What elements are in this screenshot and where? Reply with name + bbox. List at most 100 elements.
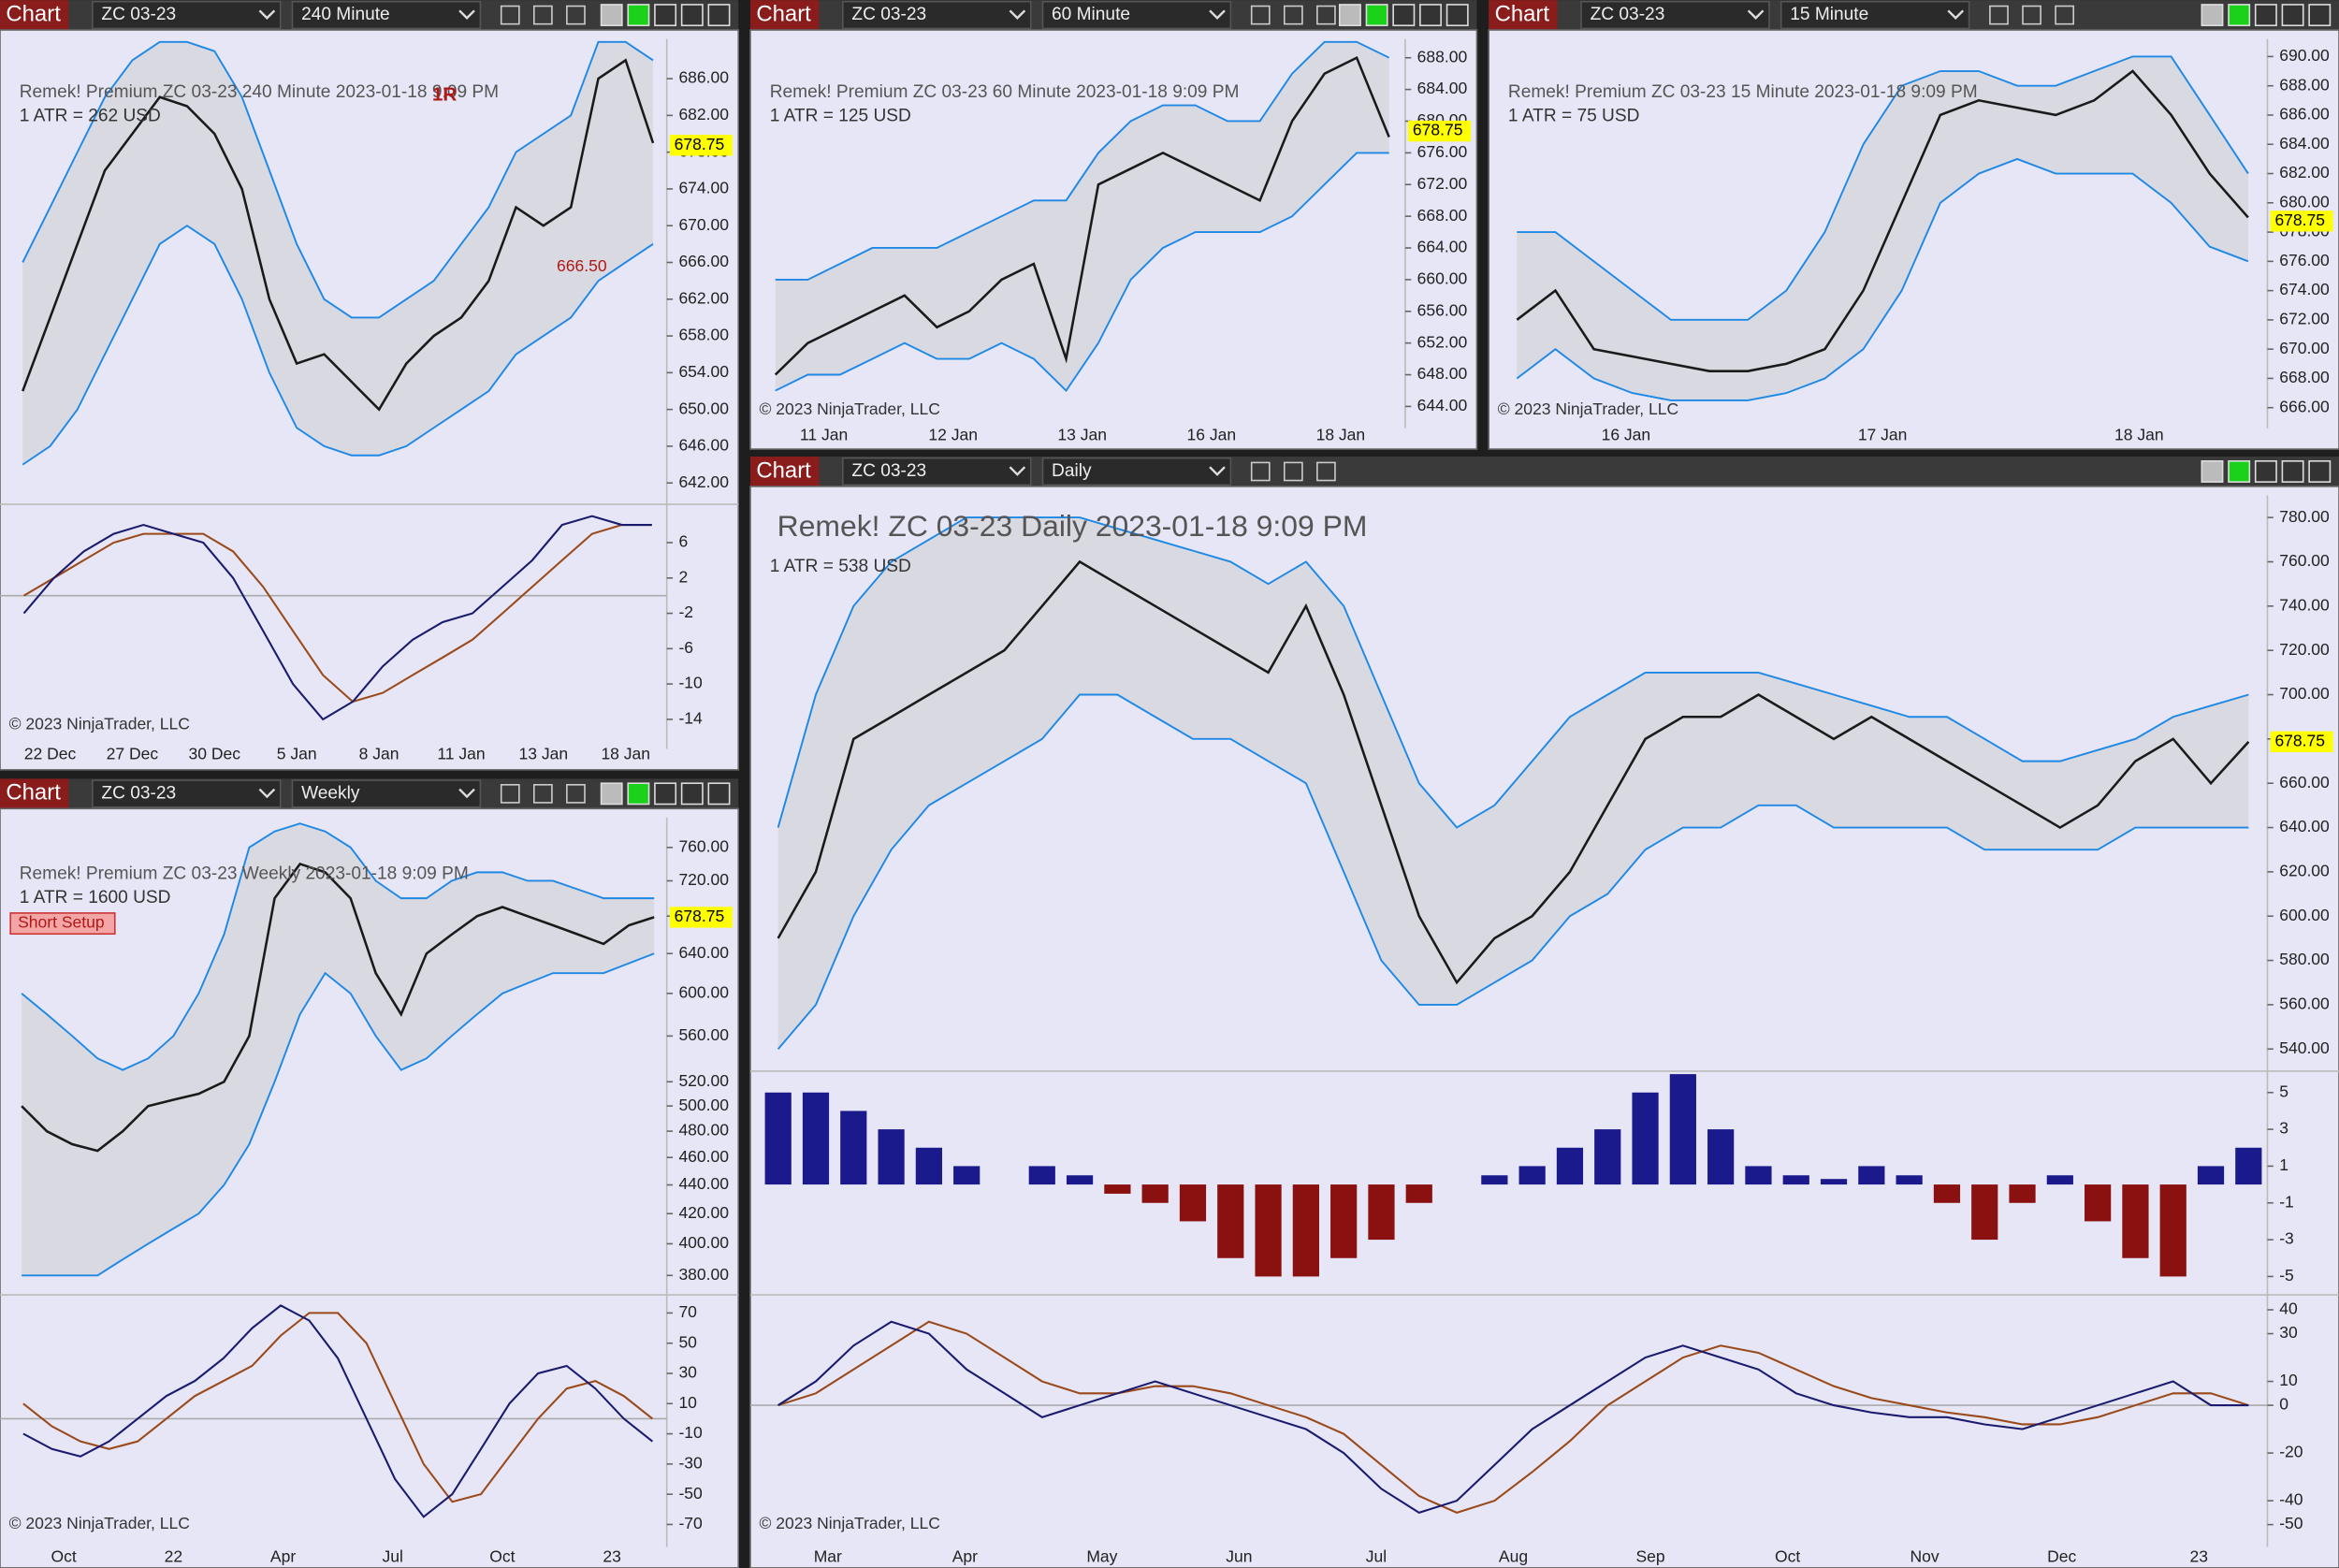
toolbar-icon[interactable] [2055,5,2074,25]
interval-value: 240 Minute [301,5,390,24]
window-button[interactable] [707,4,731,27]
histogram-bar [2235,1147,2262,1185]
y-tick-label: 500.00 [678,1096,729,1114]
interval-value: 15 Minute [1790,5,1868,24]
y-tick-label: 540.00 [2279,1038,2330,1057]
toolbar-icon[interactable] [1283,5,1303,25]
dropdown-arrow [1947,9,1965,20]
chart-tab [749,457,820,486]
window-button[interactable] [654,782,677,806]
toolbar-icon[interactable] [566,5,586,25]
window-button[interactable] [2201,4,2224,27]
slow-line [22,1312,654,1503]
chart-tab [0,0,69,31]
chart-tab [0,778,69,809]
window-button[interactable] [654,4,677,27]
window-button[interactable] [707,782,731,806]
copyright: © 2023 NinjaTrader, LLC [760,1514,940,1532]
chart-tab [749,0,820,31]
histogram-bar [2009,1184,2036,1203]
y-tick-label: -6 [678,638,693,657]
window-button[interactable] [600,4,623,27]
symbol-dropdown[interactable] [842,0,1032,30]
x-tick-label: 23 [603,1546,620,1565]
x-tick-label: Jun [1226,1546,1252,1565]
x-tick-label: 18 Jan [2114,425,2164,443]
y-tick-label: 1 [2279,1155,2288,1174]
toolbar-icon[interactable] [566,784,586,804]
interval-dropdown[interactable] [291,779,482,808]
toolbar-icon[interactable] [532,784,553,804]
window-button[interactable] [2281,4,2304,27]
histogram-bar [1594,1129,1621,1185]
toolbar-icon[interactable] [1250,461,1271,482]
interval-dropdown[interactable] [1780,0,1970,30]
window-button[interactable] [1446,4,1469,27]
chart-window: Chart ZC 03-23 60 Minute 644.00 648.00 652.00… [749,0,1478,450]
interval-value: Daily [1052,461,1092,481]
interval-dropdown[interactable] [291,0,482,30]
dropdown-arrow [1747,9,1765,20]
toolbar-icon[interactable] [1989,5,2009,25]
window-button[interactable] [600,782,623,806]
window-button[interactable] [1392,4,1416,27]
symbol-dropdown[interactable] [92,779,282,808]
window-button[interactable] [2228,4,2251,27]
y-tick-label: -14 [678,709,703,728]
chart-tab-title: Chart [756,457,811,483]
y-tick-label: -50 [678,1484,703,1503]
window-button[interactable] [1419,4,1442,27]
y-tick-label: 668.00 [1417,206,1468,225]
x-tick-label: Oct [1775,1546,1800,1565]
window-button[interactable] [2228,460,2251,483]
toolbar-icon[interactable] [500,5,520,25]
window-button[interactable] [680,782,704,806]
y-tick-label: 668.00 [2279,368,2330,386]
toolbar-icon[interactable] [500,784,520,804]
toolbar-icon[interactable] [1316,5,1336,25]
window-button[interactable] [627,782,650,806]
window-button[interactable] [1365,4,1388,27]
window-button[interactable] [680,4,704,27]
toolbar-icon[interactable] [1283,461,1303,482]
window-button[interactable] [627,4,650,27]
window-button[interactable] [2254,4,2277,27]
window-button[interactable] [2308,4,2332,27]
window-button[interactable] [2281,460,2304,483]
window-button[interactable] [2254,460,2277,483]
toolbar-icon[interactable] [1316,461,1336,482]
x-tick-label: 22 [165,1546,182,1565]
histogram-bar [764,1092,792,1185]
window-button[interactable] [2308,460,2332,483]
toolbar-icon[interactable] [532,5,553,25]
y-tick-label: 720.00 [678,870,729,889]
x-tick-label: 30 Dec [189,745,241,763]
y-tick-label: 460.00 [678,1147,729,1166]
x-tick-label: 23 [2189,1546,2207,1565]
y-tick-label: -10 [678,1423,703,1442]
y-tick-label: 670.00 [2279,339,2330,357]
y-tick-label: 656.00 [1417,300,1468,319]
histogram-bar [2197,1166,2225,1185]
last-price-label: 678.75 [2274,211,2325,229]
symbol-dropdown[interactable] [842,457,1032,486]
symbol-dropdown[interactable] [92,0,282,30]
y-tick-label: 684.00 [1417,79,1468,97]
toolbar-icon[interactable] [1250,5,1271,25]
y-tick-label: 650.00 [678,399,729,417]
chart-tab-title: Chart [6,1,61,26]
symbol-dropdown[interactable] [1580,0,1770,30]
interval-dropdown[interactable] [1041,457,1232,486]
last-price-label: 678.75 [675,907,725,925]
chart-info: Remek! Premium ZC 03-23 Weekly 2023-01-1… [20,864,469,884]
atr-info: 1 ATR = 1600 USD [20,888,171,907]
y-tick-label: 480.00 [678,1121,729,1140]
window-button[interactable] [1338,4,1361,27]
histogram-bar [1820,1179,1848,1185]
y-tick-label: 2 [678,567,688,586]
histogram-bar [1971,1184,1998,1241]
interval-dropdown[interactable] [1041,0,1232,30]
window-button[interactable] [2201,460,2224,483]
toolbar-icon[interactable] [2022,5,2041,25]
atr-info: 1 ATR = 125 USD [770,107,911,126]
